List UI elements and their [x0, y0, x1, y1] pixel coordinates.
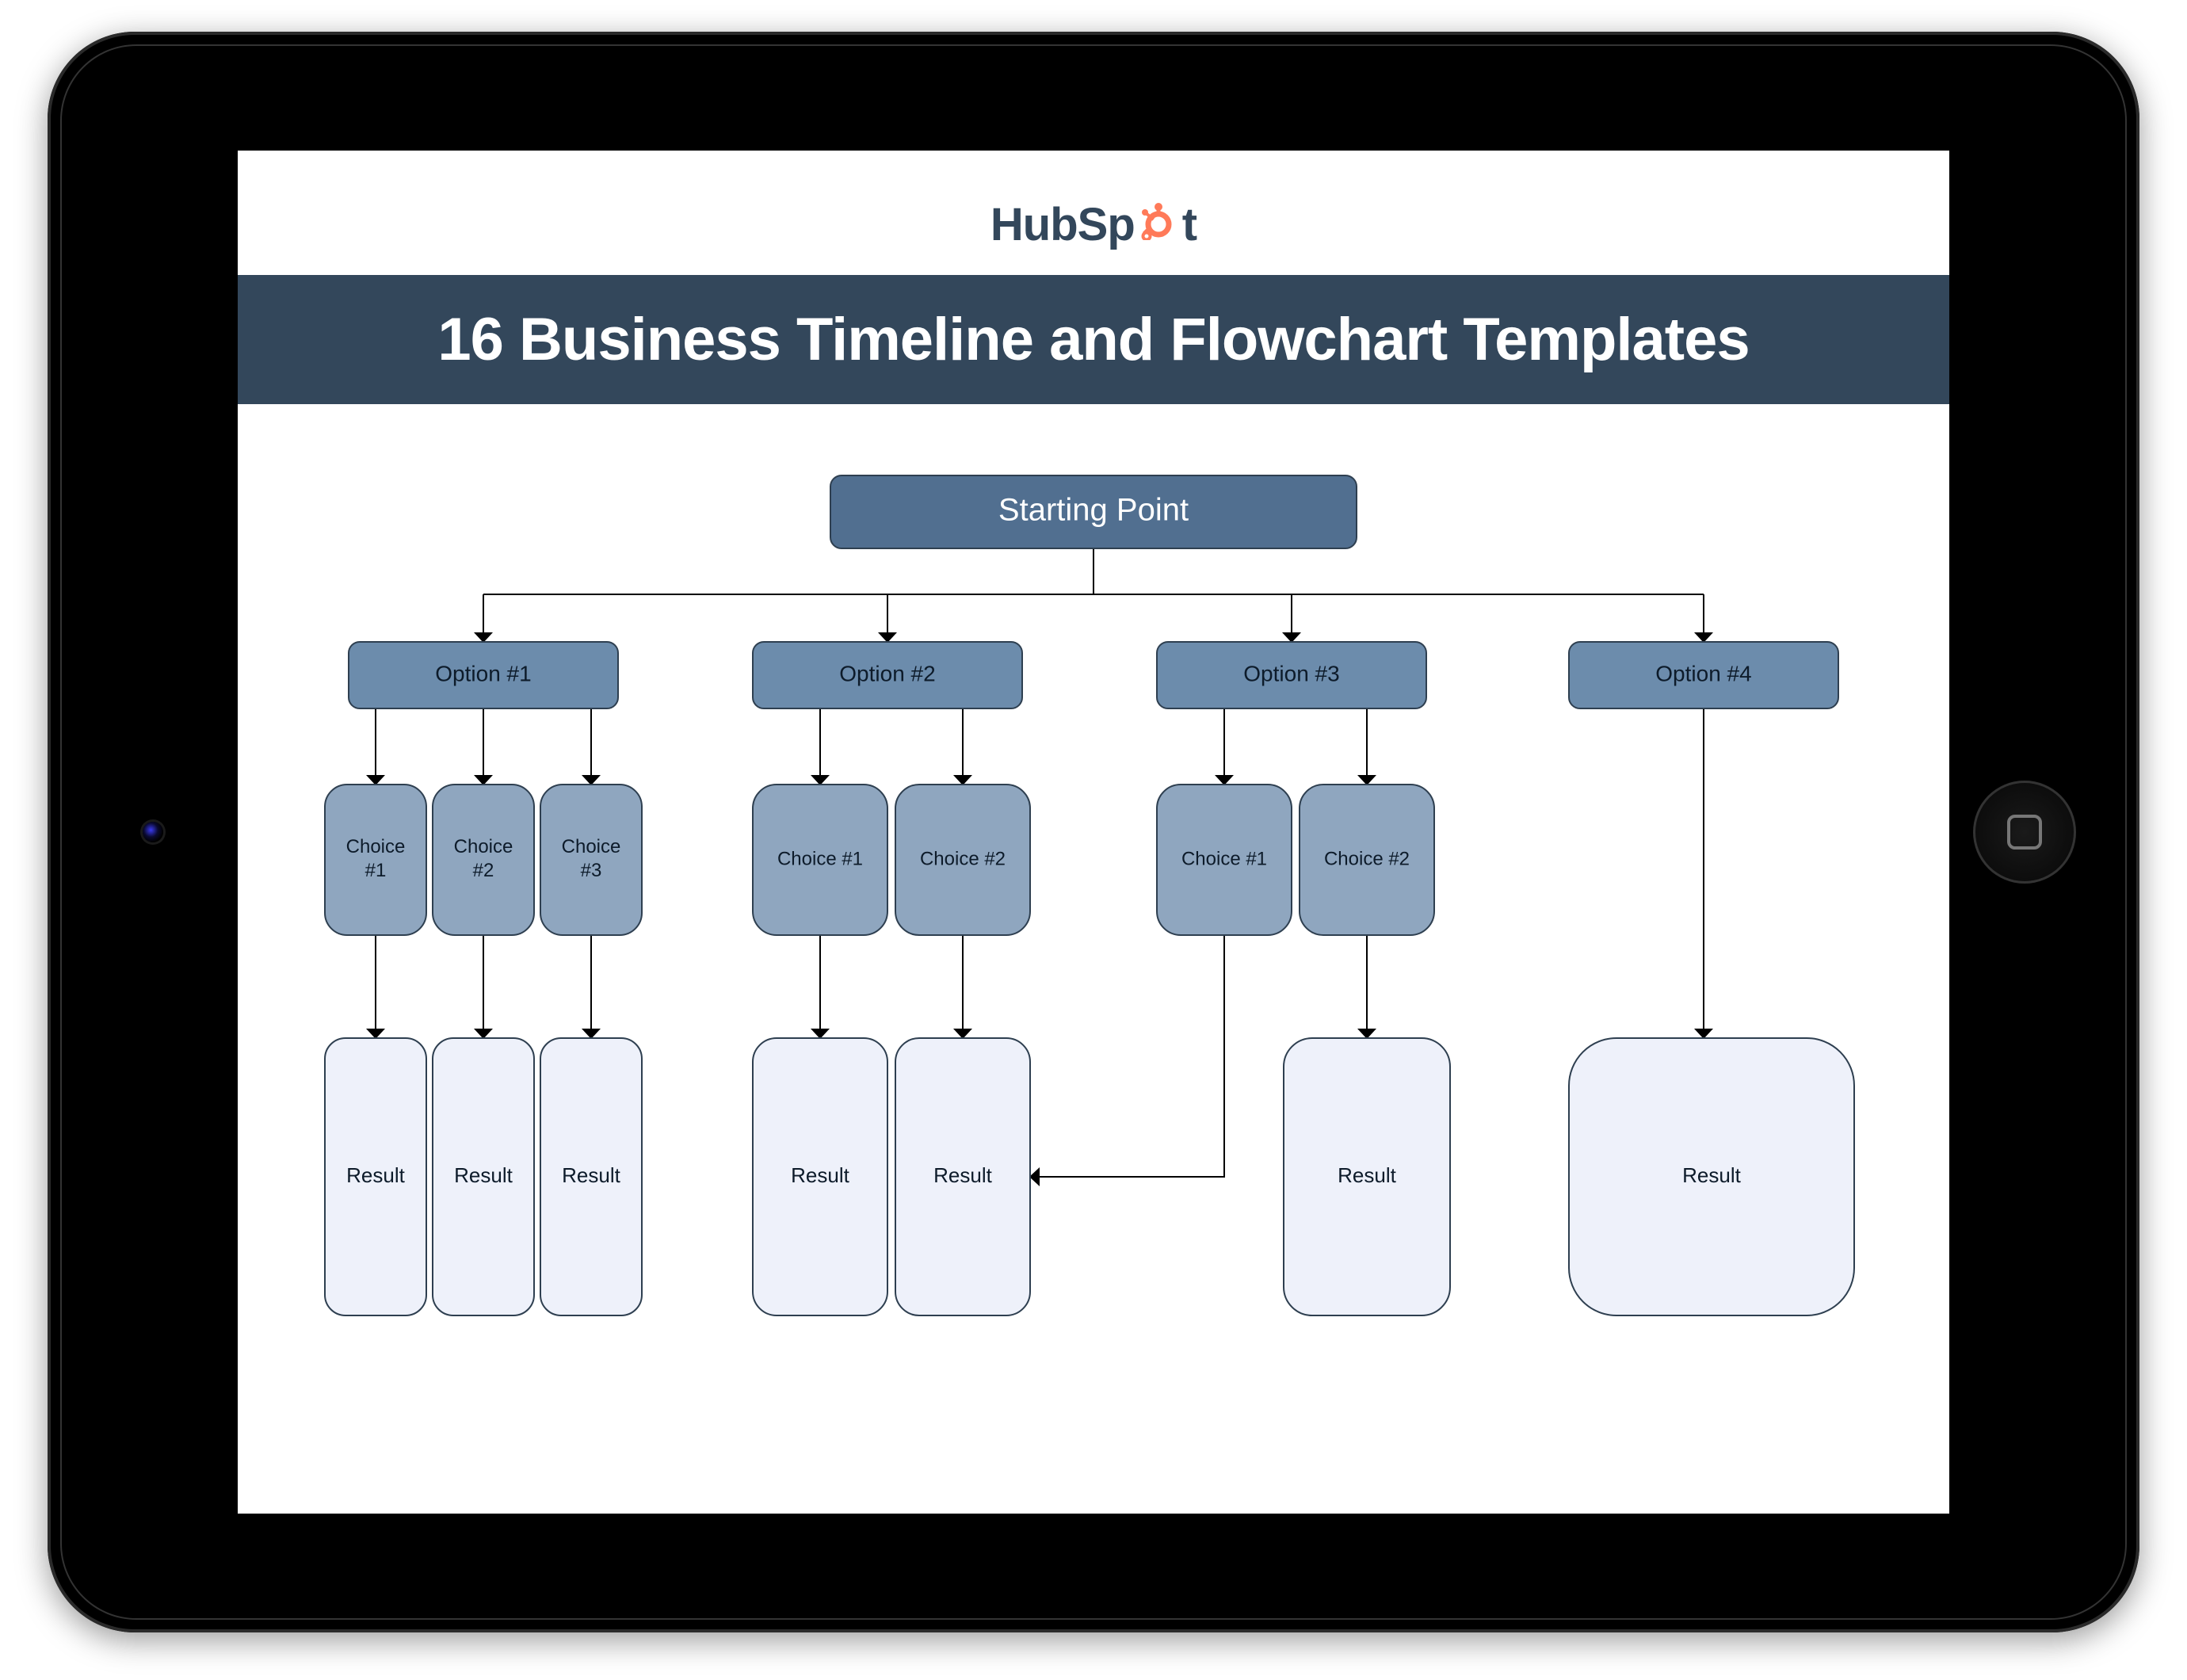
node-opt1: Option #1 [349, 642, 618, 708]
node-r3: Result [1284, 1038, 1450, 1315]
node-r13: Result [540, 1038, 642, 1315]
node-c31: Choice #1 [1157, 785, 1292, 935]
svg-text:Result: Result [1338, 1163, 1396, 1187]
title-bar: 16 Business Timeline and Flowchart Templ… [238, 275, 1949, 404]
ipad-home-button[interactable] [1973, 781, 2076, 884]
home-button-icon [2007, 815, 2042, 850]
node-c21: Choice #1 [753, 785, 887, 935]
node-opt4: Option #4 [1569, 642, 1838, 708]
flowchart: Starting Point Option #1 Option #2 Option #… [238, 404, 1949, 1434]
svg-text:Choice #2: Choice #2 [920, 848, 1006, 869]
svg-text:Choice #1: Choice #1 [1181, 848, 1267, 869]
logo-area: HubSp t [238, 151, 1949, 275]
logo-text-right: t [1182, 198, 1197, 251]
node-r12: Result [433, 1038, 534, 1315]
sprocket-icon [1139, 198, 1177, 251]
svg-text:Starting Point: Starting Point [998, 493, 1189, 528]
svg-text:Choice #2: Choice #2 [1324, 848, 1410, 869]
svg-text:Option #3: Option #3 [1243, 661, 1339, 685]
logo-text-left: HubSp [990, 198, 1135, 251]
svg-text:Result: Result [454, 1163, 513, 1187]
node-c13: Choice#3 [540, 785, 642, 935]
svg-text:Option #4: Option #4 [1655, 661, 1751, 685]
page-title: 16 Business Timeline and Flowchart Templ… [437, 306, 1749, 373]
node-r11: Result [325, 1038, 426, 1315]
svg-text:Result: Result [933, 1163, 992, 1187]
node-c11: Choice#1 [325, 785, 426, 935]
node-c32: Choice #2 [1300, 785, 1434, 935]
node-root: Starting Point [830, 475, 1357, 548]
node-r21: Result [753, 1038, 887, 1315]
svg-text:Result: Result [791, 1163, 849, 1187]
flowchart-svg: Starting Point Option #1 Option #2 Option #… [238, 404, 1949, 1434]
node-c22: Choice #2 [895, 785, 1030, 935]
ipad-frame: HubSp t [48, 32, 2139, 1632]
node-opt3: Option #3 [1157, 642, 1426, 708]
hubspot-logo: HubSp t [990, 198, 1197, 251]
svg-text:Choice #1: Choice #1 [777, 848, 863, 869]
svg-text:Option #1: Option #1 [435, 661, 531, 685]
ipad-camera [143, 822, 163, 842]
screen: HubSp t [238, 151, 1949, 1514]
svg-text:Result: Result [346, 1163, 405, 1187]
svg-text:Result: Result [562, 1163, 620, 1187]
svg-text:Result: Result [1682, 1163, 1741, 1187]
node-opt2: Option #2 [753, 642, 1022, 708]
svg-text:Option #2: Option #2 [839, 661, 935, 685]
node-r4: Result [1569, 1038, 1854, 1315]
node-c12: Choice#2 [433, 785, 534, 935]
node-r22: Result [895, 1038, 1030, 1315]
